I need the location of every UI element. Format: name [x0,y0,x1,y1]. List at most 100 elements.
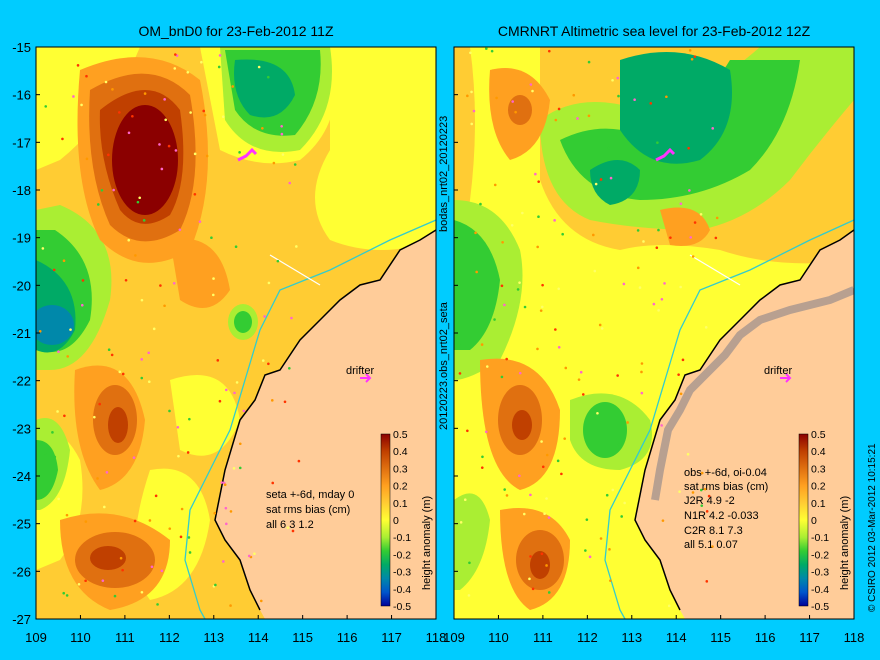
observation-dot [463,498,467,502]
observation-dot [223,483,227,486]
observation-dot [584,549,587,552]
observation-dot [636,266,640,270]
observation-dot [529,493,532,497]
observation-dot [523,305,527,309]
observation-dot [163,98,166,101]
observation-dot [681,358,685,362]
left-colorbar: 0.5 0.4 0.3 0.2 0.1 0 -0.1 -0.2 -0.3 -0.4 -0.5 hei… [380,429,433,613]
observation-dot [686,452,690,456]
colorbar-tick-label: -0.4 [811,584,829,596]
x-tick-label: 117 [381,630,402,645]
x-tick-label: 117 [799,630,820,645]
observation-dot [112,188,115,192]
observation-dot [514,110,517,114]
observation-dot [231,85,234,88]
observation-dot [700,504,704,507]
x-tick-label: 111 [115,630,135,645]
observation-dot [270,399,274,402]
observation-dot [218,399,222,403]
observation-dot [104,80,108,84]
observation-dot [691,255,695,258]
observation-dot [210,236,213,239]
colorbar-tick-label: 0.4 [811,446,826,458]
observation-dot [529,83,533,86]
observation-dot [617,94,620,98]
observation-dot [699,212,703,216]
observation-dot [545,564,548,567]
observation-dot [81,279,85,282]
left-stats-line-2: sat rms bias (cm) [266,504,350,516]
observation-dot [263,315,266,318]
observation-dot [164,118,168,122]
observation-dot [522,512,526,516]
observation-dot [598,323,602,327]
observation-dot [221,115,225,119]
observation-dot [616,76,620,80]
observation-dot [495,96,498,100]
observation-dot [510,223,514,227]
x-tick-label: 112 [159,630,180,645]
observation-dot [124,278,128,282]
observation-dot [118,370,122,374]
left-drifter-track [237,147,258,162]
observation-dot [536,347,539,351]
observation-dot [172,282,176,285]
observation-dot [261,127,264,130]
observation-dot [247,554,251,558]
observation-dot [534,172,537,176]
observation-dot [154,494,158,498]
observation-dot [669,236,672,239]
x-tick-label: 116 [755,630,776,645]
observation-dot [140,358,144,361]
observation-dot [705,580,709,583]
observation-dot [577,378,581,381]
observation-dot [214,583,217,587]
observation-dot [253,552,256,556]
observation-dot [118,111,121,114]
observation-dot [592,233,595,237]
observation-dot [297,459,301,463]
observation-dot [160,569,164,573]
observation-dot [687,146,690,150]
observation-dot [593,269,597,273]
right-coastal-band [651,286,854,501]
observation-dot [640,370,643,374]
observation-dot [220,481,224,484]
left-map-field [36,47,436,619]
observation-dot [501,240,504,244]
observation-dot [267,281,271,285]
observation-dots [38,53,301,607]
right-stats-line-6: all 5.1 0.07 [684,539,738,551]
right-isobath-line [604,219,854,619]
y-axis-tick-labels: -15 -16 -17 -18 -19 -20 -21 -22 -23 -24 -25 -26 -27 [12,40,458,627]
observation-dot [688,49,692,52]
observation-dot [143,92,147,95]
observation-dot [472,109,476,113]
right-colorbar: 0.5 0.4 0.3 0.2 0.1 0 -0.1 -0.2 -0.3 -0.4 -0.5 hei… [798,429,851,613]
observation-dot [545,497,548,500]
observation-dot [127,131,131,135]
observation-dot [105,471,109,474]
observation-dot [518,371,522,375]
colorbar-tick-label: 0 [811,515,817,527]
colorbar-tick-label: -0.3 [393,567,411,579]
observation-dot [131,114,134,118]
observation-dot [585,518,589,521]
observation-dot [267,362,270,366]
observation-dot [138,196,142,200]
observation-dot [178,228,182,232]
observation-dot [156,603,159,606]
right-stats-line-3: J2R 4.9 -2 [684,495,735,507]
y-tick-label: -19 [12,231,31,246]
observation-dot [168,527,172,530]
observation-dot [163,304,166,308]
colorbar-tick-label: 0 [393,515,399,527]
colorbar-tick-label: -0.1 [393,532,411,544]
observation-dot [620,515,623,518]
observation-dot [186,451,190,454]
y-tick-label: -25 [12,517,31,532]
observation-dot [663,282,666,285]
observation-dot [480,343,484,346]
observation-dot [65,594,69,597]
observation-dot [173,67,177,70]
